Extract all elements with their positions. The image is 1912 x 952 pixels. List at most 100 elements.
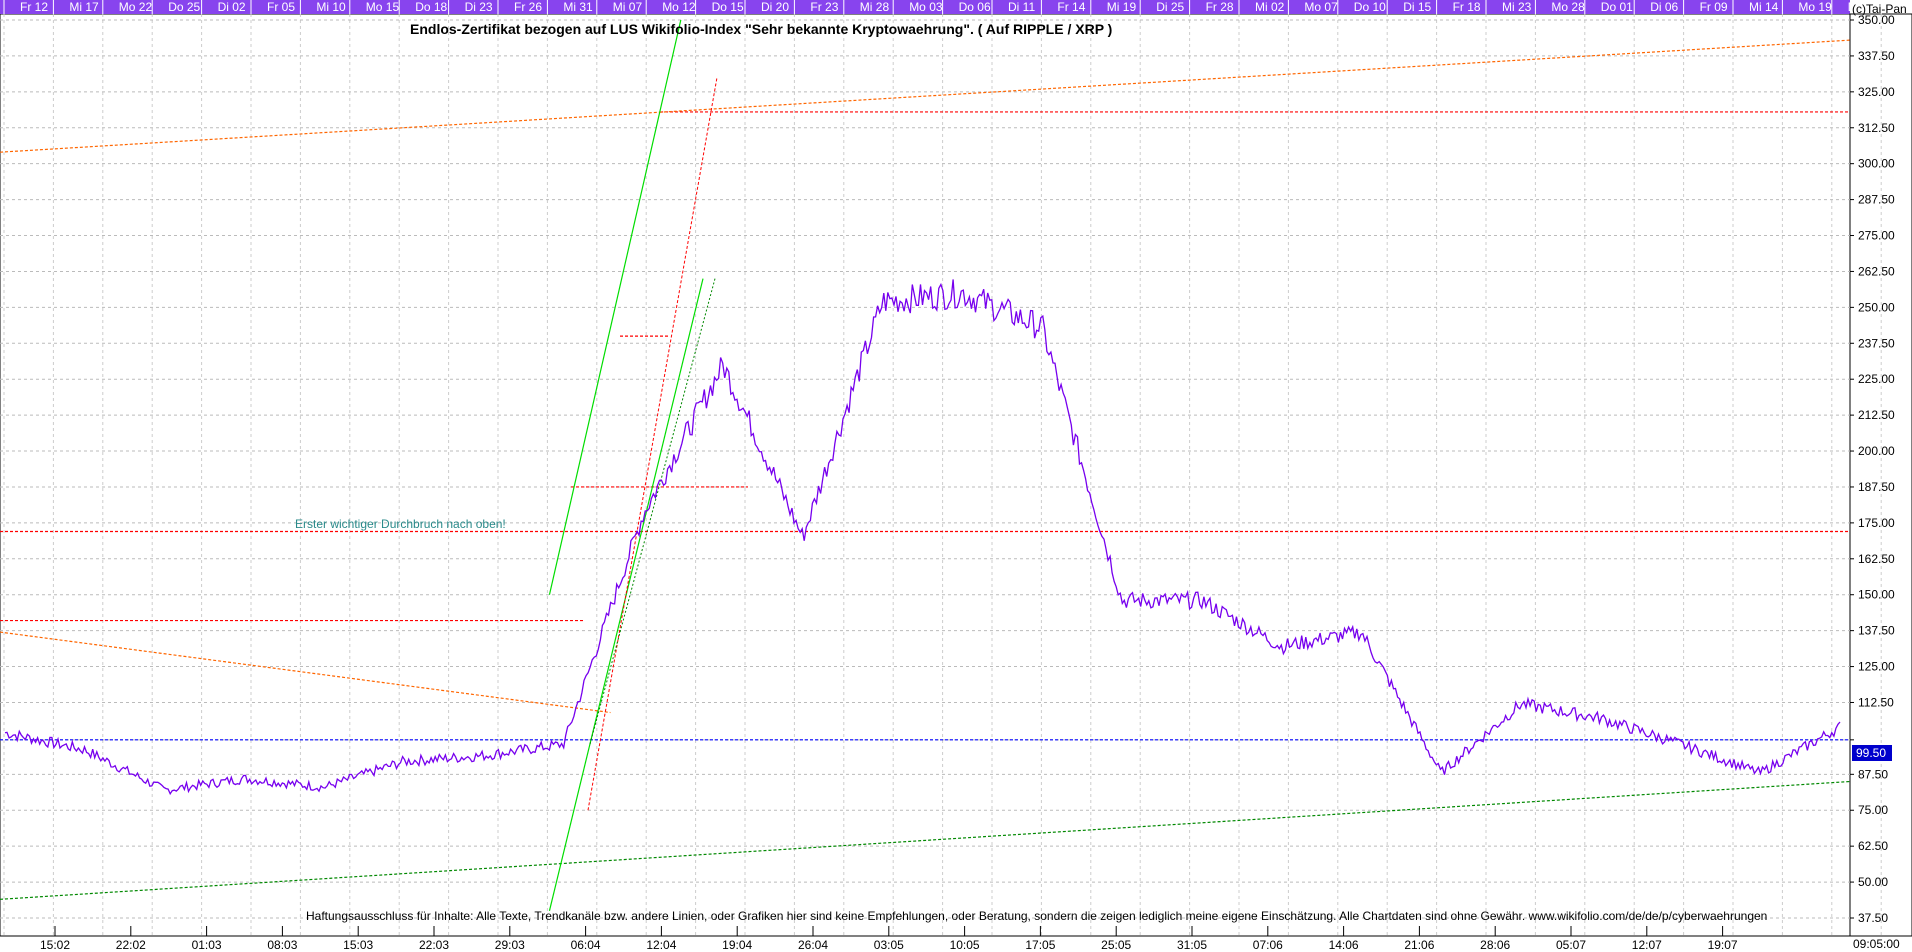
day-labels: Fr 12 Mi 17 Mo 22 Do 25 Di 02 Fr 05 Mi 10 Mo 15… (3, 0, 1909, 14)
trendlines (0, 19, 1851, 911)
y-tick-label: 150.00 (1858, 588, 1895, 602)
last-value-label: 99.50 (1856, 746, 1886, 760)
y-tick-label: 175.00 (1858, 516, 1895, 530)
chart-title: Endlos-Zertifikat bezogen auf LUS Wikifo… (410, 21, 1112, 37)
y-tick-label: 162.50 (1858, 552, 1895, 566)
day-label: Do 22 (1848, 0, 1880, 14)
y-tick-label: 75.00 (1858, 803, 1888, 817)
y-tick-label: 87.50 (1858, 767, 1888, 781)
day-label: Mi 02 (1255, 0, 1285, 14)
date-label: 14:06 (1329, 938, 1359, 952)
y-tick-label: 237.50 (1858, 336, 1895, 350)
day-label: Do 01 (1601, 0, 1633, 14)
day-label: Mi 10 (316, 0, 346, 14)
trendline (0, 631, 611, 714)
time-label: 09:05:00 (1853, 937, 1900, 951)
day-label: Fr 12 (20, 0, 48, 14)
y-tick-label: 225.00 (1858, 372, 1895, 386)
date-label: 17:05 (1025, 938, 1055, 952)
day-label: Mi 31 (563, 0, 593, 14)
day-label: Do 18 (415, 0, 447, 14)
y-tick-label: 50.00 (1858, 875, 1888, 889)
date-label: 26:04 (798, 938, 828, 952)
y-tick-label: 112.50 (1858, 695, 1894, 709)
day-label: Fr 05 (267, 0, 295, 14)
horizontal-gridlines (0, 19, 1850, 919)
date-label: 29:03 (495, 938, 525, 952)
trendline-red (587, 77, 718, 811)
date-label: 12:04 (646, 938, 676, 952)
day-label: Mo 19 (1798, 0, 1832, 14)
annotation-breakout: Erster wichtiger Durchbruch nach oben! (295, 517, 506, 531)
date-label: 21:06 (1404, 938, 1434, 952)
day-label: Fr 26 (514, 0, 542, 14)
day-label: Di 11 (1008, 0, 1035, 14)
y-tick-label: 300.00 (1858, 157, 1895, 171)
last-value-badge (1852, 745, 1892, 761)
day-label: Fr 23 (810, 0, 838, 14)
day-label: Mo 03 (909, 0, 943, 14)
day-label: Do 15 (712, 0, 744, 14)
date-label: 25:05 (1101, 938, 1131, 952)
y-tick-label: 262.50 (1858, 264, 1895, 278)
y-tick-label: 250.00 (1858, 300, 1895, 314)
day-label: Di 20 (761, 0, 789, 14)
trendline (548, 278, 704, 911)
date-label: 01:03 (192, 938, 222, 952)
day-label: Mo 22 (119, 0, 153, 14)
date-label: 22:03 (419, 938, 449, 952)
date-label: 07:06 (1253, 938, 1283, 952)
y-tick-label: 275.00 (1858, 229, 1895, 243)
date-label: 10:05 (950, 938, 980, 952)
date-labels: 15:02 22:02 01:03 08:03 15:03 22:03 29:03 06:04… (40, 926, 1738, 952)
trendline (0, 780, 1851, 900)
day-label: Mi 19 (1107, 0, 1137, 14)
date-label: 15:03 (343, 938, 373, 952)
day-label: Di 02 (218, 0, 246, 14)
y-tick-label: 212.50 (1858, 408, 1895, 422)
y-tick-label: 312.50 (1858, 121, 1895, 135)
date-label: 31:05 (1177, 938, 1207, 952)
day-label: Fr 18 (1453, 0, 1481, 14)
trendline (548, 19, 682, 595)
y-tick-labels: 350.00 337.50 325.00 312.50 300.00 287.50 275.… (1850, 13, 1895, 925)
day-label: Fr 09 (1700, 0, 1728, 14)
date-label: 06:04 (571, 938, 601, 952)
y-tick-label: 125.00 (1858, 660, 1895, 674)
trendline-dotted (589, 278, 716, 745)
day-label: Di 06 (1650, 0, 1678, 14)
day-label: Mi 28 (860, 0, 890, 14)
day-label: Fr 28 (1206, 0, 1234, 14)
date-label: 22:02 (116, 938, 146, 952)
y-tick-label: 62.50 (1858, 839, 1888, 853)
day-label: Mi 14 (1749, 0, 1779, 14)
trendline (0, 39, 1851, 153)
horizontal-levels (0, 111, 1850, 741)
day-label: Mo 28 (1551, 0, 1585, 14)
day-label: Mi 07 (613, 0, 643, 14)
date-label: 28:06 (1480, 938, 1510, 952)
day-label: Do 10 (1354, 0, 1386, 14)
disclaimer-text: Haftungsausschluss für Inhalte: Alle Tex… (306, 909, 1767, 923)
day-label: Do 06 (959, 0, 991, 14)
day-label: Fr 14 (1057, 0, 1085, 14)
y-tick-label: 187.50 (1858, 480, 1895, 494)
day-label: Mi 17 (69, 0, 99, 14)
day-label: Mo 15 (366, 0, 400, 14)
y-tick-label: 337.50 (1858, 49, 1895, 63)
day-label: Mo 12 (662, 0, 696, 14)
y-tick-label: 350.00 (1858, 13, 1895, 27)
y-tick-label: 37.50 (1858, 911, 1888, 925)
date-label: 08:03 (267, 938, 297, 952)
plot-area (0, 13, 1851, 937)
day-label: Di 15 (1403, 0, 1431, 14)
date-label: 19:04 (722, 938, 752, 952)
date-label: 12:07 (1632, 938, 1662, 952)
day-label: Di 25 (1156, 0, 1184, 14)
y-tick-label: 200.00 (1858, 444, 1895, 458)
day-label: Mi 23 (1502, 0, 1532, 14)
day-label: Mo 07 (1304, 0, 1338, 14)
date-label: 03:05 (874, 938, 904, 952)
